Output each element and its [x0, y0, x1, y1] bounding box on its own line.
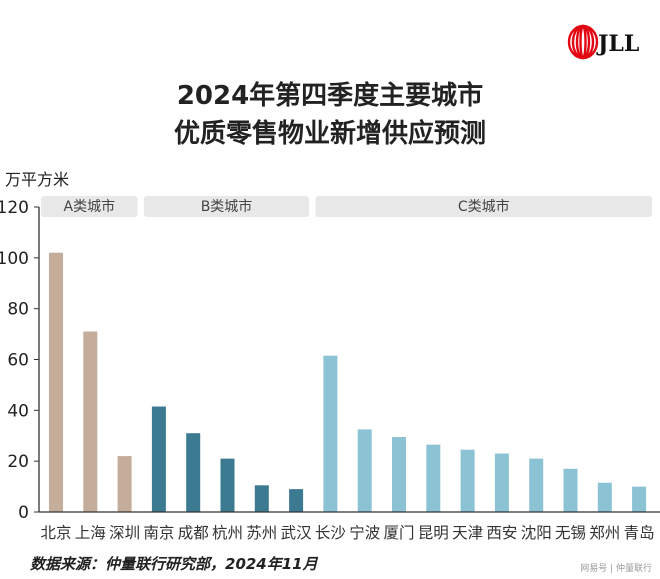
bar-宁波 — [357, 429, 372, 512]
x-tick-label: 西安 — [486, 524, 517, 542]
bar-长沙 — [323, 355, 338, 512]
bar-深圳 — [117, 456, 132, 512]
logo-ring — [575, 24, 591, 60]
y-tick-label: 0 — [18, 503, 29, 523]
chart-title-line-1: 2024年第四季度主要城市 — [177, 80, 483, 111]
x-tick-label: 上海 — [75, 524, 106, 542]
bar-西安 — [494, 453, 509, 512]
jll-logo-text: JLL — [596, 31, 639, 57]
x-tick-label: 杭州 — [212, 524, 243, 542]
x-tick-label: 深圳 — [109, 524, 140, 542]
bar-成都 — [186, 433, 201, 512]
x-tick-label: 宁波 — [349, 524, 380, 542]
bar-苏州 — [254, 485, 269, 512]
y-tick-label: 20 — [7, 452, 29, 472]
y-tick-label: 60 — [7, 351, 29, 371]
bar-杭州 — [220, 458, 235, 512]
bar-天津 — [460, 449, 475, 512]
x-tick-label: 南京 — [143, 524, 174, 542]
x-tick-label: 苏州 — [246, 524, 277, 542]
group-band — [143, 196, 310, 217]
bar-昆明 — [426, 444, 441, 512]
x-tick-label: 天津 — [452, 524, 483, 542]
bar-无锡 — [563, 468, 578, 512]
jll-logo-mark — [567, 24, 599, 60]
watermark: 网易号 | 仲量联行 — [580, 562, 652, 574]
x-tick-label: 无锡 — [555, 524, 586, 542]
x-tick-label: 长沙 — [315, 524, 346, 542]
x-tick-label: 昆明 — [418, 524, 449, 542]
y-tick-label: 120 — [0, 198, 29, 218]
jll-logo: JLL — [567, 24, 639, 60]
y-tick-label: 80 — [7, 300, 29, 320]
y-tick-label: 40 — [7, 401, 29, 421]
group-label: B类城市 — [201, 198, 253, 215]
x-tick-label: 成都 — [178, 524, 209, 542]
x-tick-label: 郑州 — [589, 524, 620, 542]
bar-南京 — [151, 406, 166, 512]
x-tick-label: 武汉 — [281, 524, 313, 542]
bar-武汉 — [289, 489, 304, 512]
bar-北京 — [49, 252, 63, 512]
bar-厦门 — [392, 437, 406, 512]
bar-青岛 — [632, 486, 647, 512]
y-tick-label: 100 — [0, 249, 29, 269]
bar-沈阳 — [529, 458, 544, 512]
bar-郑州 — [597, 482, 612, 512]
group-band — [315, 196, 653, 217]
x-tick-label: 青岛 — [624, 524, 655, 542]
logo-ring — [579, 24, 587, 60]
source-note: 数据来源：仲量联行研究部，2024年11月 — [30, 555, 319, 573]
y-axis-unit: 万平方米 — [5, 170, 69, 189]
x-tick-label: 厦门 — [383, 524, 414, 542]
group-label: A类城市 — [64, 198, 116, 215]
group-band — [41, 196, 138, 217]
group-label: C类城市 — [458, 198, 510, 215]
x-tick-label: 沈阳 — [521, 524, 552, 542]
chart-title-line-2: 优质零售物业新增供应预测 — [174, 118, 486, 149]
x-tick-label: 北京 — [40, 524, 71, 542]
bar-上海 — [83, 331, 98, 512]
